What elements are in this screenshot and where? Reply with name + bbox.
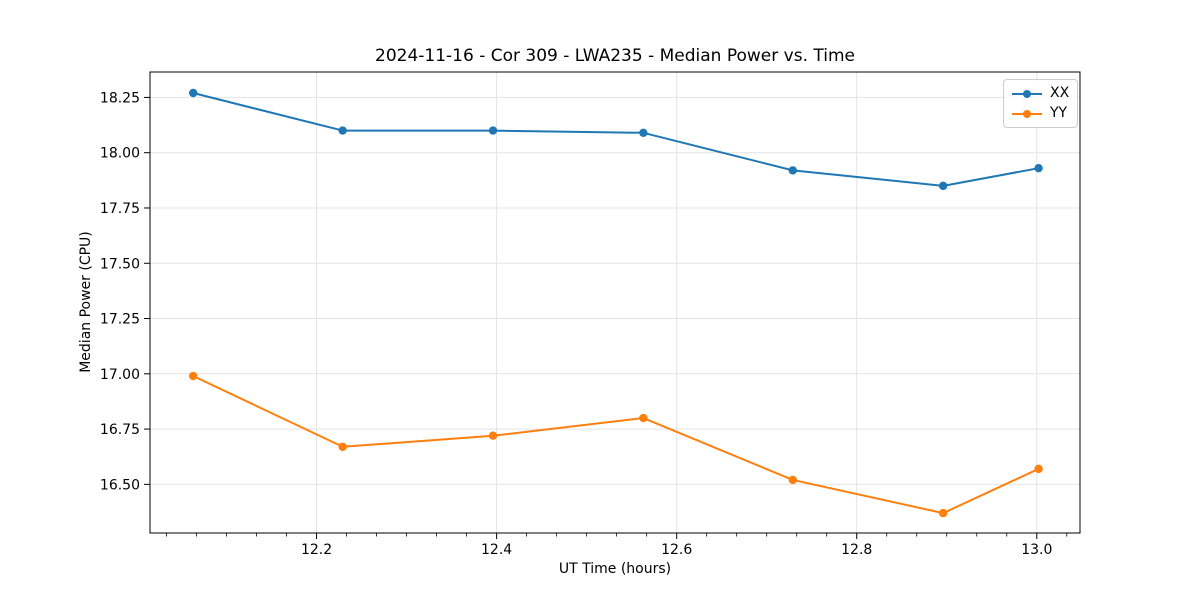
- legend-line-marker-icon: [1012, 109, 1042, 118]
- data-point-xx: [189, 88, 198, 98]
- y-tick-label: 17.00: [100, 367, 140, 383]
- y-tick-label: 17.50: [100, 256, 140, 272]
- data-point-yy: [189, 371, 198, 381]
- data-point-yy: [1034, 464, 1043, 474]
- legend: XX YY: [1003, 79, 1079, 128]
- x-tick-label: 12.4: [481, 542, 512, 558]
- data-point-xx: [1034, 163, 1043, 173]
- legend-entry: XX: [1012, 84, 1069, 103]
- legend-entry: YY: [1012, 104, 1069, 123]
- x-tick-label: 12.6: [661, 542, 692, 558]
- legend-dot-swatch: [1023, 89, 1031, 98]
- x-axis-label: UT Time (hours): [558, 561, 672, 577]
- axes-spines: [149, 71, 1081, 534]
- y-tick-label: 16.50: [100, 477, 140, 493]
- data-point-xx: [338, 126, 347, 135]
- series-line-xx: [192, 92, 1040, 187]
- y-tick-label: 18.00: [100, 146, 140, 162]
- legend-label: YY: [1050, 105, 1068, 121]
- chart-title: 2024-11-16 - Cor 309 - LWA235 - Median P…: [375, 46, 855, 66]
- legend-line-marker-icon: [1012, 89, 1042, 98]
- legend-label: XX: [1050, 85, 1070, 101]
- y-tick-label: 17.75: [100, 201, 140, 217]
- data-point-xx: [488, 126, 498, 135]
- y-tick-label: 17.25: [100, 312, 140, 328]
- data-point-xx: [788, 166, 798, 175]
- data-point-yy: [938, 508, 948, 518]
- data-point-xx: [938, 181, 948, 191]
- x-tick-label: 12.2: [301, 542, 332, 558]
- x-tick-label: 13.0: [1021, 542, 1052, 558]
- series-line-yy: [192, 375, 1040, 515]
- x-tick-label: 12.8: [841, 542, 872, 558]
- y-tick-label: 16.75: [100, 422, 140, 438]
- data-point-yy: [338, 442, 347, 451]
- data-point-yy: [788, 475, 798, 485]
- legend-dot-swatch: [1023, 109, 1031, 118]
- data-point-xx: [639, 128, 648, 138]
- y-axis-label: Median Power (CPU): [78, 231, 94, 373]
- data-point-yy: [639, 413, 648, 423]
- y-tick-label: 18.25: [100, 90, 140, 106]
- data-point-yy: [488, 431, 498, 440]
